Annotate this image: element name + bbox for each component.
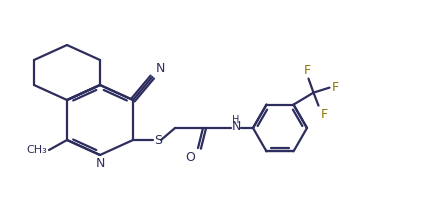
Text: CH₃: CH₃ xyxy=(26,145,47,155)
Text: O: O xyxy=(185,151,195,164)
Text: S: S xyxy=(154,134,161,147)
Text: N: N xyxy=(95,157,104,170)
Text: H: H xyxy=(231,115,239,125)
Text: N: N xyxy=(155,62,164,75)
Text: F: F xyxy=(320,108,327,121)
Text: F: F xyxy=(331,81,338,94)
Text: N: N xyxy=(231,121,241,134)
Text: F: F xyxy=(303,64,310,77)
